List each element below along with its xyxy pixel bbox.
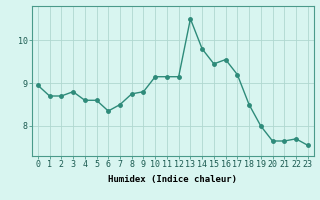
X-axis label: Humidex (Indice chaleur): Humidex (Indice chaleur) bbox=[108, 175, 237, 184]
